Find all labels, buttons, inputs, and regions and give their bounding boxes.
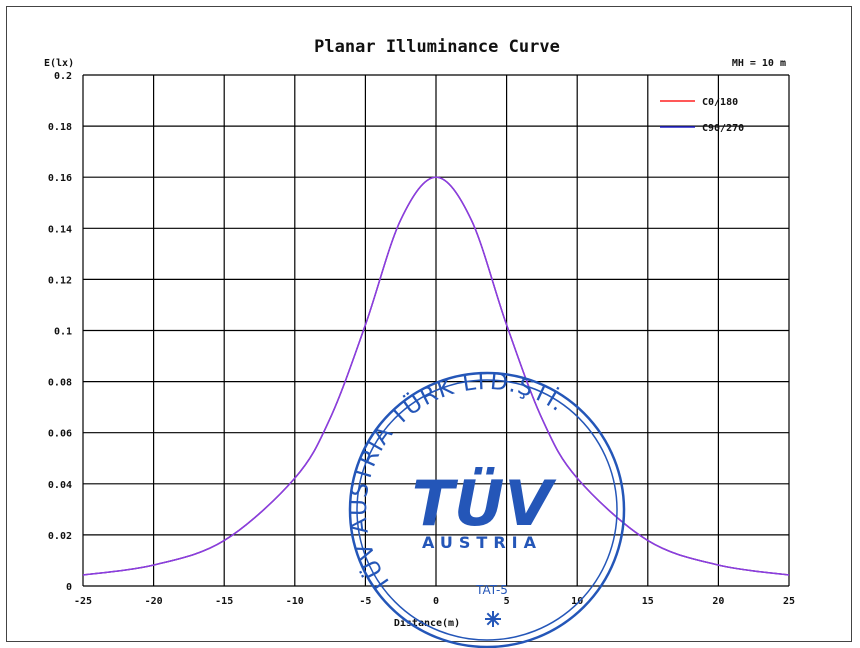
chart-frame	[6, 6, 852, 642]
y-tick-label: 0.02	[48, 531, 72, 542]
series-lines	[82, 176, 790, 576]
stamp-star-icon	[485, 611, 501, 627]
stamp-inner-ring	[356, 379, 618, 641]
y-tick-label: 0.14	[48, 224, 72, 235]
y-tick-label: 0.2	[54, 71, 72, 82]
x-tick-label: -5	[359, 596, 371, 607]
y-axis-label: E(lx)	[44, 58, 74, 69]
y-tick-label: 0.06	[48, 429, 72, 440]
y-tick-label: 0.12	[48, 275, 72, 286]
legend-label: C0/180	[702, 97, 738, 108]
tick-labels: -25 -20 -15 -10 -5 0 5 10 15 20 25 0 0.02 0.04 0.06 0.0…	[48, 71, 795, 607]
y-tick-label: 0.08	[48, 378, 72, 389]
y-tick-label: 0.1	[54, 327, 72, 338]
x-tick-label: 15	[642, 596, 654, 607]
stamp-logo-text: TÜV	[412, 467, 558, 540]
x-tick-label: 25	[783, 596, 795, 607]
x-tick-label: 10	[571, 596, 583, 607]
x-axis-label: Distance(m)	[394, 617, 460, 629]
x-tick-label: 0	[433, 596, 439, 607]
x-tick-label: -15	[215, 596, 233, 607]
x-tick-label: 5	[504, 596, 510, 607]
x-tick-label: -25	[74, 596, 92, 607]
y-tick-label: 0.04	[48, 480, 72, 491]
mounting-height-annotation: MH = 10 m	[732, 58, 786, 69]
y-tick-label: 0	[66, 582, 72, 593]
legend-label: C90/270	[702, 123, 744, 134]
x-tick-label: -10	[286, 596, 304, 607]
chart-title: Planar Illuminance Curve	[314, 37, 560, 57]
y-tick-label: 0.16	[48, 173, 72, 184]
stamp-code: TAT-5	[475, 583, 508, 597]
legend: C0/180 C90/270	[660, 97, 744, 134]
x-tick-label: 20	[712, 596, 724, 607]
y-tick-label: 0.18	[48, 122, 72, 133]
series-overlap-line	[82, 176, 790, 576]
stamp-subtitle: AUSTRIA	[422, 533, 542, 552]
grid	[82, 74, 790, 587]
stamp-outer-ring	[348, 371, 626, 648]
x-tick-label: -20	[145, 596, 163, 607]
